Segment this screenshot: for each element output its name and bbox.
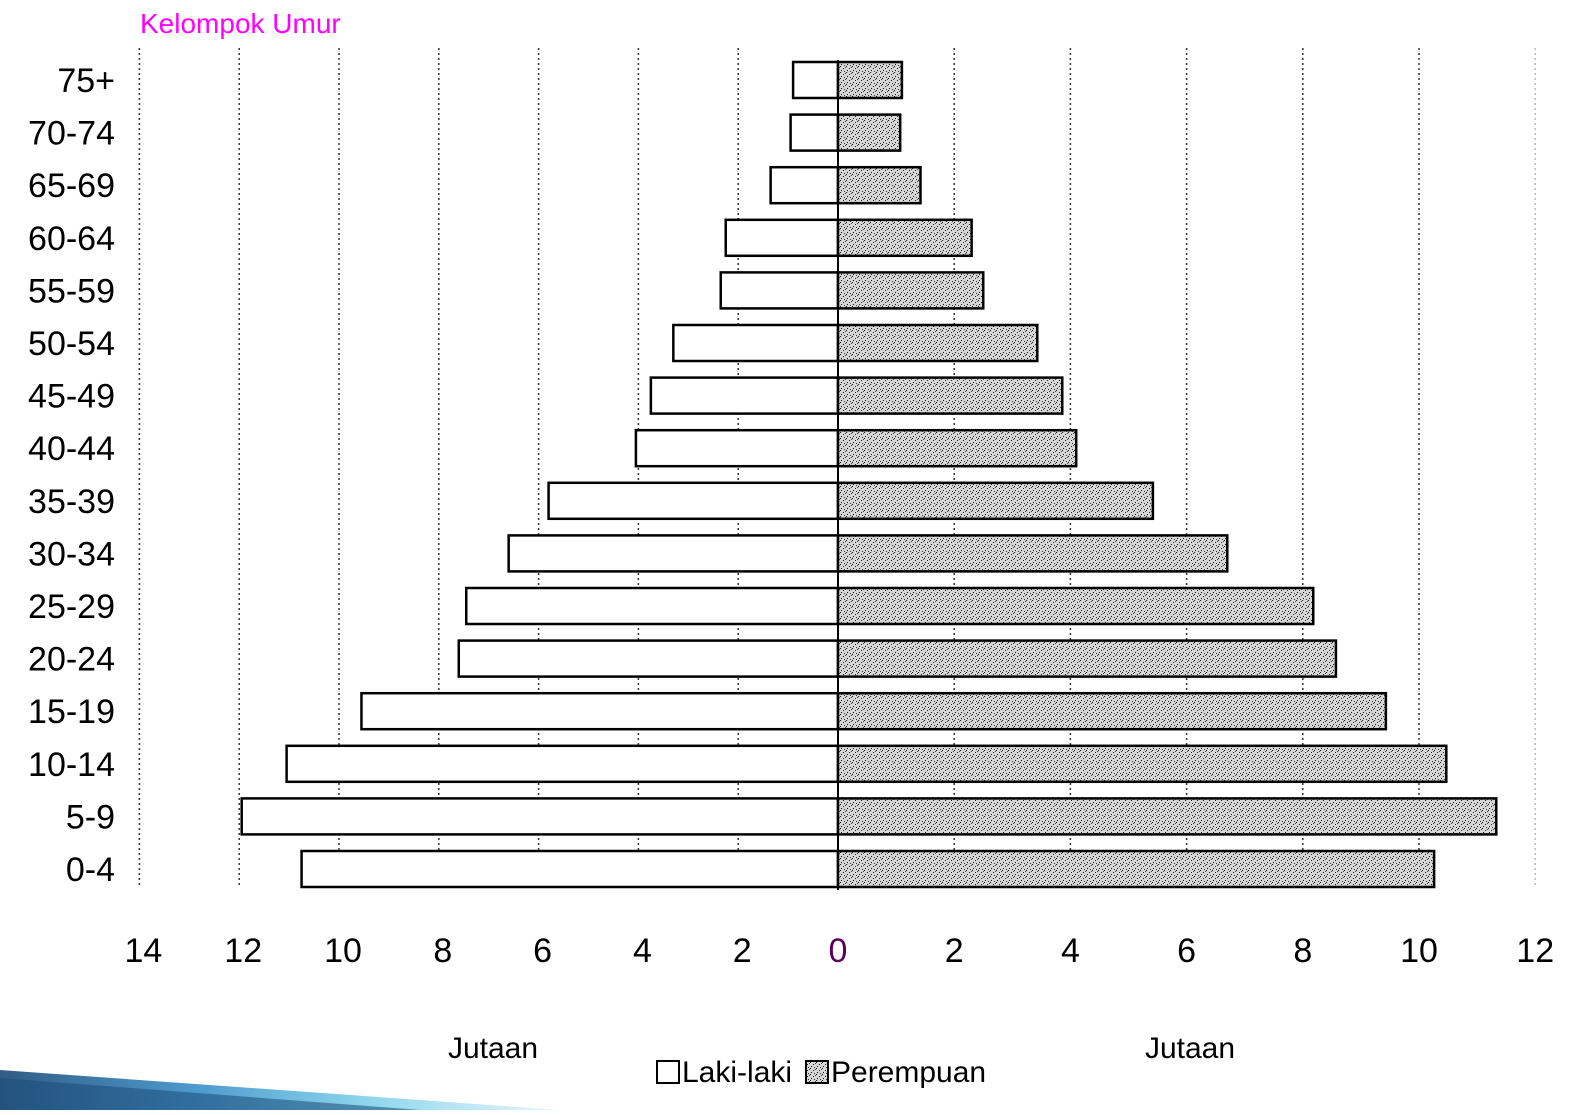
bar-laki-laki	[285, 744, 840, 784]
bar-laki-laki	[649, 376, 840, 415]
tick-label-right: 8	[1293, 932, 1312, 970]
tick-label-right: 0	[829, 932, 848, 970]
tick-label-right: 2	[945, 932, 964, 970]
category-label: 40-44	[28, 430, 115, 468]
category-label: 5-9	[66, 798, 115, 836]
bar-perempuan	[836, 323, 1039, 363]
category-label: 0-4	[66, 851, 115, 889]
bar-laki-laki	[457, 639, 840, 678]
legend: Laki-laki Perempuan	[656, 1056, 986, 1089]
bar-laki-laki	[634, 428, 840, 468]
tick-label-right: 6	[1177, 932, 1196, 970]
category-label: 50-54	[28, 325, 115, 363]
bar-laki-laki	[464, 586, 840, 626]
category-label: 75+	[57, 62, 115, 100]
bar-laki-laki	[547, 481, 840, 521]
bar-laki-laki	[791, 60, 840, 100]
bar-laki-laki	[789, 113, 840, 152]
bar-perempuan	[836, 271, 985, 310]
bar-laki-laki	[724, 218, 840, 258]
category-label: 15-19	[28, 693, 115, 731]
tick-label-left: 4	[633, 932, 652, 970]
bar-laki-laki	[360, 691, 840, 731]
legend-label-laki-laki: Laki-laki	[682, 1056, 792, 1089]
bar-perempuan	[836, 218, 973, 258]
tick-label-left: 2	[733, 932, 752, 970]
category-labels: 75+ 70-74 65-69 60-64 55-59 50-54 45-49 40-44 35…	[28, 62, 115, 889]
bar-perempuan	[836, 744, 1448, 784]
category-label: 60-64	[28, 220, 115, 258]
bar-laki-laki	[240, 797, 840, 836]
tick-label-left: 6	[533, 932, 552, 970]
left-axis-label: Jutaan	[448, 1032, 538, 1065]
bar-perempuan	[836, 639, 1338, 678]
tick-label-left: 14	[124, 932, 162, 970]
bar-perempuan	[836, 534, 1229, 573]
category-label: 25-29	[28, 588, 115, 626]
legend-swatch-laki-laki	[656, 1060, 680, 1084]
right-axis-label: Jutaan	[1145, 1032, 1235, 1065]
category-label: 20-24	[28, 641, 115, 679]
bars	[240, 60, 1498, 890]
bar-laki-laki	[769, 165, 840, 205]
tick-label-right: 12	[1516, 932, 1554, 970]
category-label: 35-39	[28, 483, 115, 521]
corner-decoration	[0, 1070, 560, 1110]
bar-laki-laki	[300, 849, 840, 889]
bar-laki-laki	[507, 534, 840, 573]
category-label: 55-59	[28, 272, 115, 310]
chart-title: Kelompok Umur	[140, 8, 341, 39]
bar-perempuan	[836, 60, 904, 100]
category-label: 45-49	[28, 378, 115, 416]
bar-laki-laki	[672, 323, 840, 363]
tick-label-right: 4	[1061, 932, 1080, 970]
legend-swatch-perempuan	[805, 1060, 829, 1084]
tick-label-left: 12	[224, 932, 262, 970]
bar-perempuan	[836, 376, 1064, 415]
legend-label-perempuan: Perempuan	[831, 1056, 986, 1089]
tick-label-left: 8	[433, 932, 452, 970]
bar-perempuan	[836, 849, 1436, 889]
bar-laki-laki	[719, 271, 840, 310]
tick-label-right: 10	[1400, 932, 1438, 970]
bar-perempuan	[836, 165, 922, 205]
tick-labels: 14 12 10 8 6 4 2 0 2 4 6 8 10 12	[124, 932, 1554, 970]
bar-perempuan	[836, 691, 1388, 731]
category-label: 10-14	[28, 746, 115, 784]
bar-perempuan	[836, 428, 1078, 468]
category-label: 30-34	[28, 535, 115, 573]
bar-perempuan	[836, 113, 902, 152]
bar-perempuan	[836, 586, 1315, 626]
category-label: 65-69	[28, 167, 115, 205]
bar-perempuan	[836, 797, 1498, 836]
tick-label-left: 10	[324, 932, 362, 970]
bar-perempuan	[836, 481, 1155, 521]
category-label: 70-74	[28, 115, 115, 153]
